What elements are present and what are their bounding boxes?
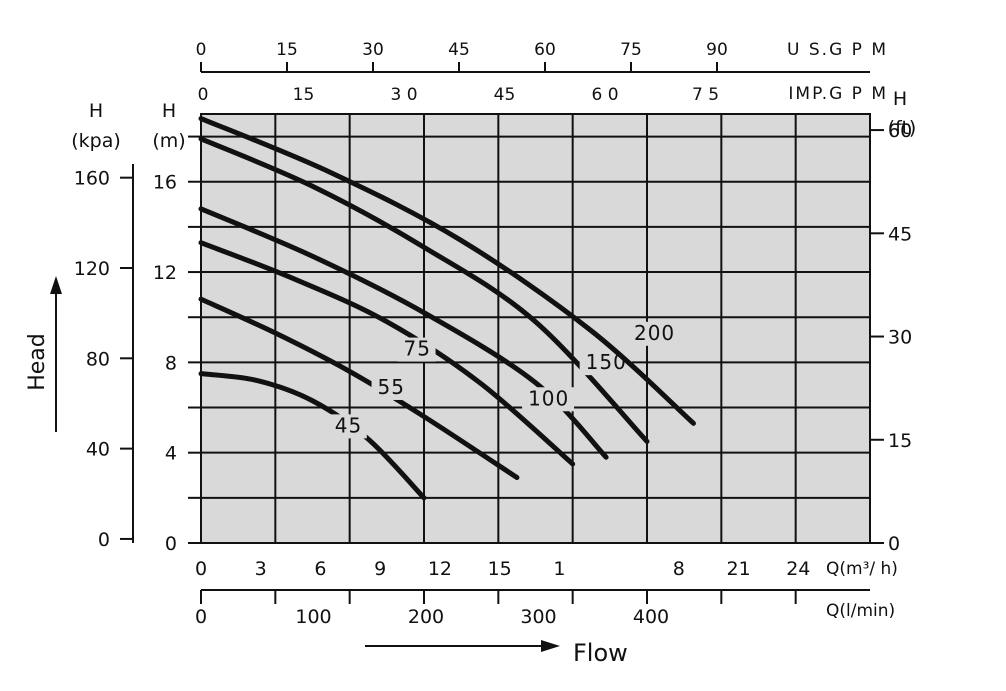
left-kpa-title: H [89, 100, 103, 122]
top-usgpm-tick-label: 75 [620, 40, 642, 60]
curve-label-bg [522, 387, 575, 412]
left-m-tick-label: 16 [153, 172, 177, 194]
x-tick-label-m3h: 24 [786, 558, 810, 580]
right-ft-tick-label: 60 [888, 120, 912, 142]
top-impgpm-unit-label: IMP.G P M [788, 84, 888, 104]
left-kpa-tick-label: 120 [74, 258, 110, 280]
top-impgpm-tick-label: 3 0 [390, 85, 417, 105]
x-tick-label-lmin: 0 [195, 606, 207, 628]
x-tick-label-lmin: 200 [408, 606, 444, 628]
top-usgpm-unit-label: U S.G P M [787, 40, 888, 60]
curve-45 [198, 371, 427, 501]
curve-label-bg [328, 414, 367, 439]
left-kpa-tick-label: 40 [86, 439, 110, 461]
left-kpa-unit: (kpa) [71, 130, 121, 152]
top-usgpm-tick-label: 60 [534, 40, 556, 60]
top-impgpm-tick-label: 45 [494, 85, 516, 105]
curve-55 [198, 296, 520, 481]
left-m-tick-label: 12 [153, 262, 177, 284]
x-unit-m3h: Q(m³/ h) [826, 559, 898, 579]
top-usgpm-tick-label: 0 [196, 40, 207, 60]
top-usgpm-tick-label: 45 [448, 40, 470, 60]
y-axis-arrowhead-icon [50, 276, 62, 294]
curve-label-75: 75 [404, 337, 431, 361]
curve-75 [198, 240, 576, 467]
curve-label-bg [397, 337, 436, 362]
right-ft-unit: (ft) [888, 117, 917, 139]
left-m-tick-label: 8 [165, 352, 177, 374]
curve-label-100: 100 [528, 386, 569, 410]
left-kpa-tick-label: 0 [98, 529, 110, 551]
axis-lines [132, 71, 871, 591]
curve-200 [198, 116, 696, 426]
x-tick-label-lmin: 300 [520, 606, 556, 628]
left-m-unit: (m) [152, 130, 185, 152]
y-axis-title: Head [25, 333, 50, 391]
x-tick-label-m3h: 6 [314, 558, 326, 580]
axis-ticks [120, 62, 884, 604]
curve-label-bg [371, 375, 410, 400]
right-ft-tick-label: 30 [888, 327, 912, 349]
x-tick-label-m3h: 21 [726, 558, 750, 580]
x-tick-label-m3h: 8 [673, 558, 685, 580]
top-impgpm-tick-label: 6 0 [591, 85, 618, 105]
top-impgpm-tick-label: 7 5 [692, 85, 719, 105]
x-unit-lmin: Q(l/min) [826, 601, 895, 621]
curve-label-45: 45 [335, 413, 362, 437]
top-usgpm-tick-label: 90 [706, 40, 728, 60]
x-tick-label-lmin: 100 [295, 606, 331, 628]
left-m-tick-label: 0 [165, 533, 177, 555]
right-ft-tick-label: 45 [888, 223, 912, 245]
x-axis-title: Flow [573, 639, 628, 667]
x-tick-label-lmin: 400 [633, 606, 669, 628]
top-impgpm-tick-label: 15 [293, 85, 315, 105]
x-tick-label-m3h: 9 [374, 558, 386, 580]
left-kpa-tick-label: 80 [86, 348, 110, 370]
curve-label-bg [627, 321, 680, 346]
x-axis-arrowhead-icon [541, 640, 560, 652]
x-tick-label-m3h: 0 [195, 558, 207, 580]
right-ft-tick-label: 0 [888, 533, 900, 555]
left-m-tick-label: 4 [165, 443, 177, 465]
left-m-title: H [162, 100, 176, 122]
top-usgpm-tick-label: 15 [276, 40, 298, 60]
top-impgpm-tick-label: 0 [198, 85, 209, 105]
top-usgpm-tick-label: 30 [362, 40, 384, 60]
x-tick-label-m3h: 1 [553, 558, 565, 580]
x-tick-label-m3h: 12 [428, 558, 452, 580]
curve-150 [198, 136, 650, 444]
curve-label-55: 55 [378, 375, 405, 399]
right-ft-tick-label: 15 [888, 430, 912, 452]
curve-label-200: 200 [634, 321, 675, 345]
right-ft-title: H [893, 88, 907, 110]
x-tick-label-m3h: 15 [488, 558, 512, 580]
x-tick-label-m3h: 3 [255, 558, 267, 580]
left-kpa-tick-label: 160 [74, 168, 110, 190]
